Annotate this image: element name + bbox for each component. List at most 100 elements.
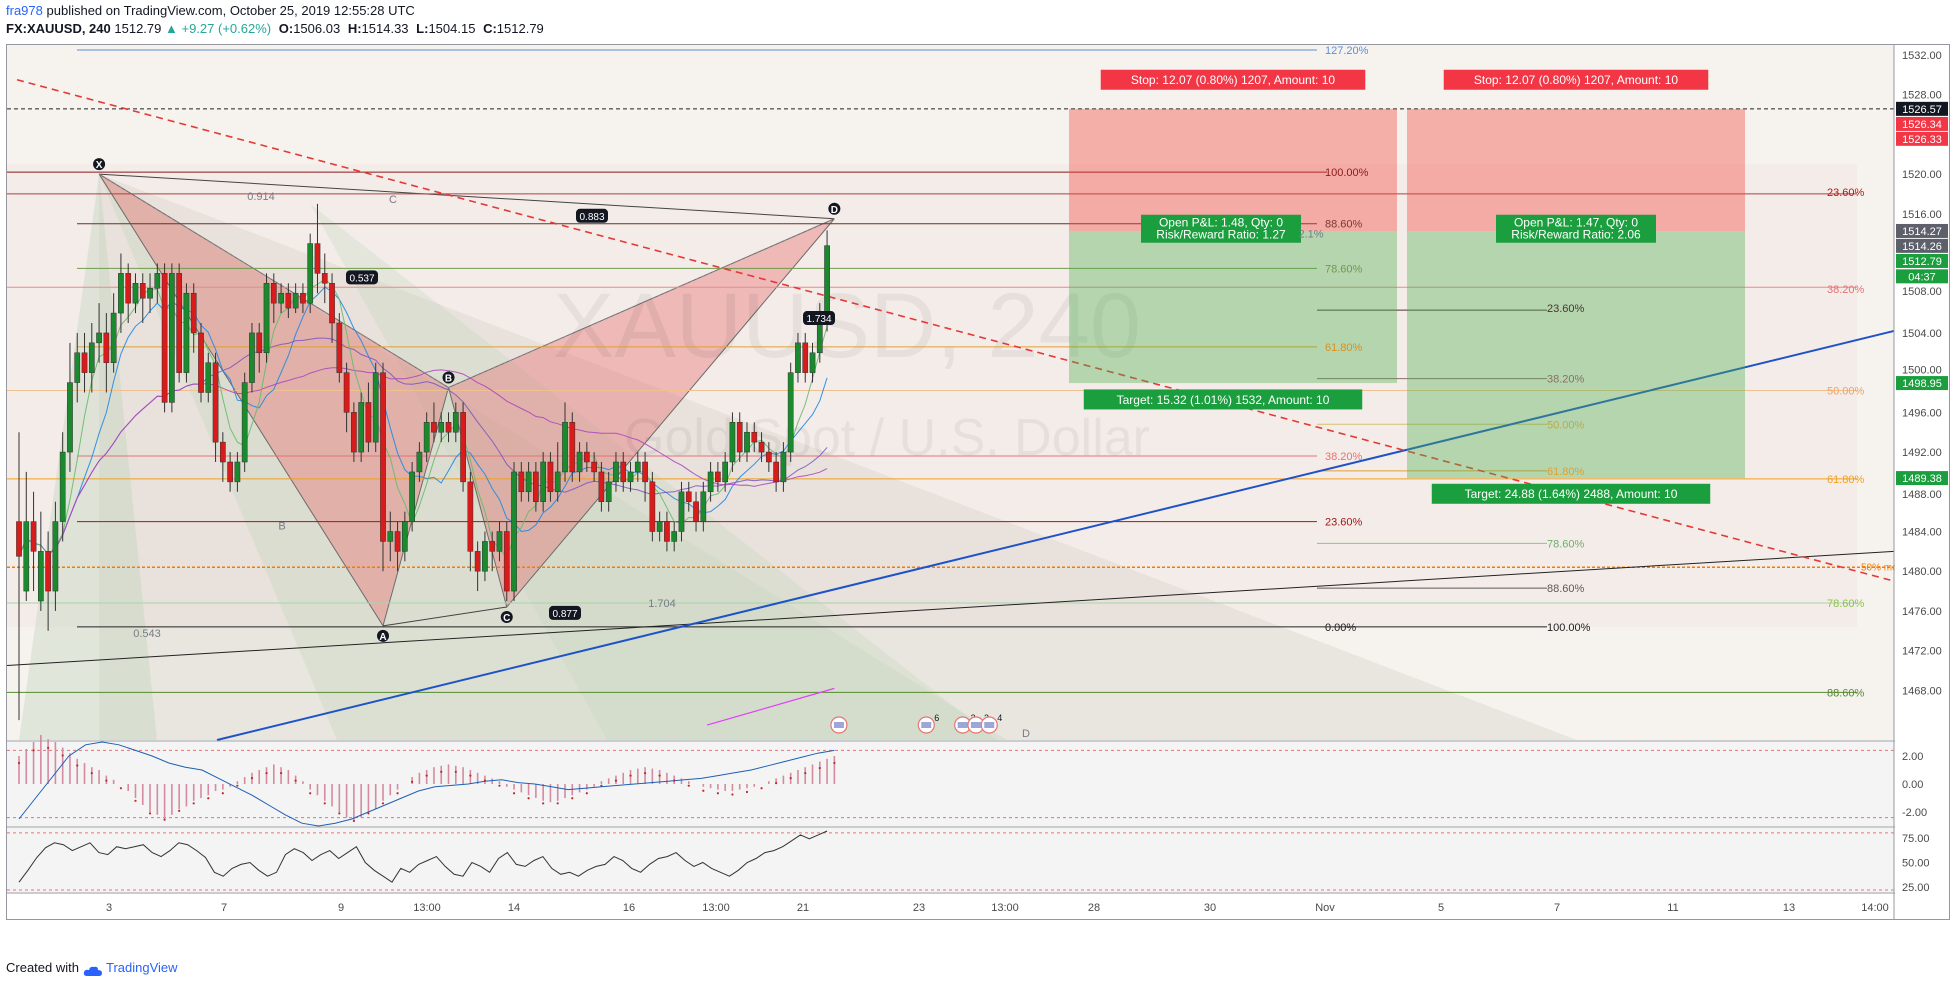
pattern-xd-line[interactable]	[99, 173, 835, 220]
rsi-axis-label: 25.00	[1902, 882, 1930, 894]
position-tools[interactable]: Stop: 12.07 (0.80%) 1207, Amount: 10 Open…	[1069, 69, 1745, 504]
bear-candle	[351, 412, 357, 453]
price-tag[interactable]	[1896, 471, 1948, 486]
bear-candle	[620, 461, 627, 483]
price-axis-label: 1508.00	[1902, 286, 1942, 298]
price-tag[interactable]	[1896, 101, 1948, 116]
time-axis-label: 16	[623, 902, 635, 914]
ratio-label: 0.877	[552, 609, 577, 620]
time-axis-label: 3	[106, 902, 112, 914]
macd-signal-dot	[119, 787, 123, 790]
macd-signal-dot	[47, 746, 50, 749]
bear-candle	[503, 531, 510, 592]
bull-candle	[249, 332, 255, 383]
bull-candle	[292, 292, 299, 309]
bull-candle	[110, 312, 117, 363]
bear-candle	[380, 372, 386, 542]
black-trendline[interactable]	[7, 550, 1895, 667]
low-label: L:	[416, 21, 429, 36]
chart-header: fra978 published on TradingView.com, Oct…	[6, 2, 1946, 38]
time-axis-label: 7	[221, 902, 227, 914]
bear-candle	[219, 441, 226, 463]
label-layer: 127.20% 100.00% 88.60% 78.60% 61.80% 38.20% 23…	[93, 45, 1919, 740]
macd-signal-dot	[134, 799, 137, 802]
macd-signal-dot	[629, 774, 632, 777]
chart-frame[interactable]: XAUUSD, 240 Gold Spot / U.S. Dollar Stop…	[6, 44, 1950, 920]
time-axis[interactable]: 3 7 9 13:00 14 16 13:00 21 23 13:00 28 30 Nov 5 7 11 13 1…	[106, 902, 1889, 914]
bear-candle	[314, 243, 321, 274]
bear-candle	[583, 451, 590, 463]
macd-signal-dot	[396, 792, 399, 795]
author-link[interactable]: fra978	[6, 3, 43, 18]
stop-label: Stop: 12.07 (0.80%) 1207, Amount: 10	[1131, 73, 1335, 87]
pattern-bd-line[interactable]	[448, 218, 835, 388]
bull-candle	[824, 245, 830, 319]
fib-label: 23.60%	[1547, 303, 1585, 315]
ratio-badge-bg	[576, 208, 608, 223]
price-tag[interactable]	[1896, 376, 1948, 391]
candlestick-series	[16, 203, 830, 721]
faint-label: B	[278, 521, 285, 533]
fib-label: 38.20%	[1325, 451, 1363, 463]
stop-zone[interactable]	[1069, 108, 1397, 232]
bear-candle	[758, 441, 765, 453]
bull-candle	[307, 243, 314, 304]
macd-signal-dot	[207, 797, 210, 800]
macd-pane[interactable]	[7, 735, 1894, 827]
bear-candle	[161, 273, 168, 403]
fib-label: 0.00%	[1325, 622, 1356, 634]
bear-candle	[533, 471, 539, 502]
price-tag[interactable]	[1896, 269, 1948, 284]
pane-d-label: D	[1022, 728, 1030, 740]
bull-candle	[780, 451, 787, 483]
price-axis-label: 1476.00	[1902, 606, 1942, 618]
bear-candle	[569, 422, 576, 473]
bear-candle	[642, 461, 648, 483]
bull-candle	[722, 461, 729, 483]
event-count: 4	[997, 713, 1002, 723]
price-tag[interactable]	[1896, 223, 1948, 238]
target-zone[interactable]	[1069, 231, 1397, 384]
magenta-line	[706, 687, 835, 726]
gann-fan-shade	[99, 174, 1578, 741]
bull-candle	[700, 491, 707, 522]
bear-candle	[190, 292, 197, 334]
bull-candle	[147, 288, 153, 299]
tradingview-brand[interactable]: TradingView	[106, 960, 178, 975]
rsi-pane[interactable]	[7, 828, 1894, 892]
price-axis-label: 1472.00	[1902, 646, 1942, 658]
macd-signal-dot	[381, 802, 385, 805]
pattern-point-marker	[500, 610, 513, 623]
us-flag-icon-stripe	[833, 722, 844, 728]
price-axis[interactable]: 1532.00 1528.00 1526.57 1526.34 1526.33 1520.…	[7, 45, 1949, 919]
macd-signal-dot	[425, 774, 428, 777]
stop-zone[interactable]	[1407, 108, 1745, 232]
macd-signal-dot	[76, 764, 79, 767]
faint-label: C	[389, 194, 397, 206]
bull-candle	[263, 283, 270, 354]
symbol-label: FX:XAUUSD, 240	[6, 21, 111, 36]
bull-candle	[554, 471, 561, 493]
bull-candle	[605, 481, 612, 502]
price-tag[interactable]	[1896, 131, 1948, 146]
fib-label: 38.20%	[1547, 374, 1585, 386]
macd-signal-dot	[148, 812, 152, 815]
chart-canvas[interactable]: XAUUSD, 240 Gold Spot / U.S. Dollar Stop…	[7, 45, 1949, 919]
macd-signal-dot	[804, 771, 807, 775]
bull-candle	[787, 372, 794, 453]
bear-candle	[81, 352, 88, 373]
price-tag[interactable]	[1896, 238, 1948, 253]
target-zone[interactable]	[1407, 231, 1745, 479]
fib-label: 61.80%	[1827, 474, 1865, 486]
blue-trendline[interactable]	[216, 329, 1895, 741]
price-tag[interactable]	[1896, 116, 1948, 131]
stop-label-bg	[1100, 69, 1366, 90]
macd-signal-dot	[294, 779, 297, 782]
bear-candle	[460, 412, 466, 483]
price-axis-label: 1496.00	[1902, 407, 1942, 419]
bull-candle	[358, 402, 365, 453]
price-axis-label: 1488.00	[1902, 489, 1942, 501]
pattern-ac-line[interactable]	[382, 606, 507, 627]
price-tag[interactable]	[1896, 253, 1948, 268]
macd-line	[18, 741, 835, 827]
